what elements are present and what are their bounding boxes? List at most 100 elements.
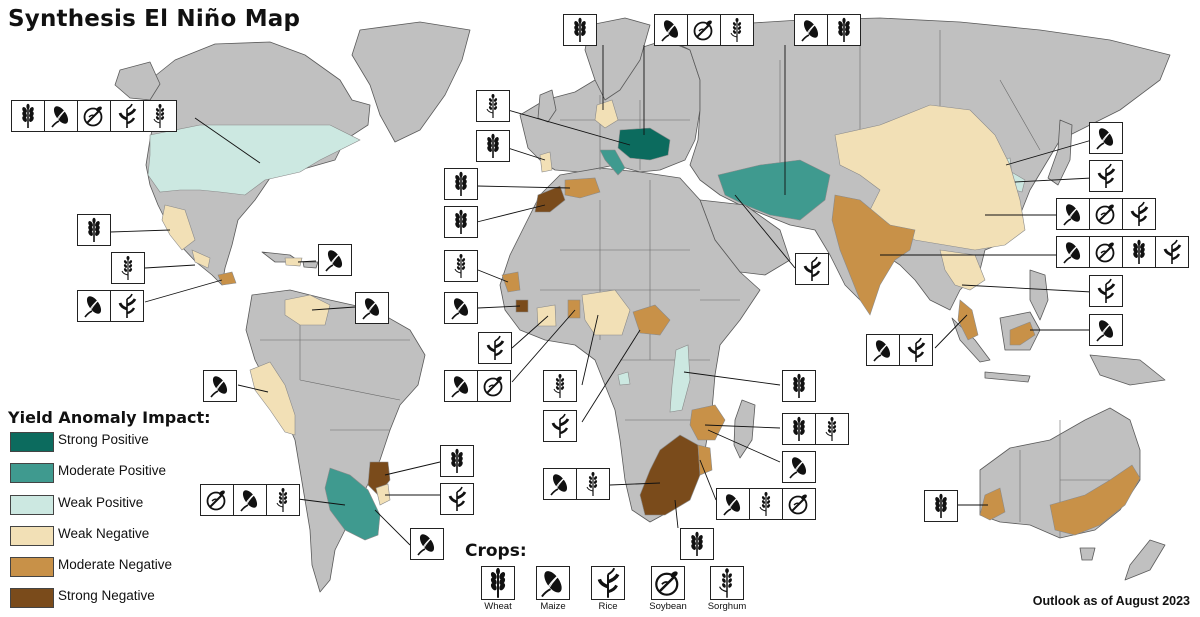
- maize-icon: [795, 15, 828, 45]
- sorghum-icon: [445, 251, 477, 281]
- region-scandinavia: [594, 99, 619, 129]
- legend-swatch: [10, 526, 54, 546]
- crop-box-lesotho: [680, 528, 714, 560]
- crop-box-china: [1056, 198, 1156, 230]
- crop-box-senegal: [444, 250, 478, 282]
- soybean-icon: [78, 101, 111, 131]
- maize-icon: [411, 529, 443, 559]
- region-central-europe: [617, 127, 671, 161]
- maize-icon: [356, 293, 388, 323]
- legend-title: Yield Anomaly Impact:: [8, 408, 211, 427]
- maize-icon: [655, 15, 688, 45]
- legend-label: Moderate Negative: [58, 557, 173, 572]
- maize-icon: [319, 245, 351, 275]
- maize-icon: [78, 291, 111, 321]
- crop-box-southeast-asia: [866, 334, 933, 366]
- wheat-icon: [445, 207, 477, 237]
- region-guinea: [515, 299, 529, 313]
- wheat-icon: [828, 15, 860, 45]
- legend-label: Strong Negative: [58, 588, 155, 603]
- region-uruguay: [375, 483, 391, 506]
- crop-key-label: Wheat: [484, 601, 512, 612]
- wheat-icon: [1123, 237, 1156, 267]
- crop-box-iran: [795, 253, 829, 285]
- rice-icon: [111, 291, 143, 321]
- map-title: Synthesis El Niño Map: [8, 6, 301, 32]
- crop-key-label: Sorghum: [707, 601, 747, 612]
- new-guinea-shape: [1089, 354, 1166, 386]
- crop-box-mozambique: [782, 413, 849, 445]
- soybean-icon: [1090, 199, 1123, 229]
- crop-box-east-africa: [782, 370, 816, 402]
- maize-icon: [1090, 315, 1122, 345]
- maize-icon: [234, 485, 267, 515]
- region-central-asia: [717, 159, 831, 221]
- soybean-icon: [651, 566, 685, 600]
- region-mexico-north: [161, 204, 196, 251]
- crop-box-south-africa: [543, 468, 610, 500]
- crop-box-united-states: [11, 100, 177, 132]
- scandinavia-shape: [584, 17, 651, 101]
- legend-swatch: [10, 463, 54, 483]
- region-mexico-south: [191, 249, 211, 269]
- maize-icon: [536, 566, 570, 600]
- soybean-icon: [783, 489, 815, 519]
- sorghum-icon: [477, 91, 509, 121]
- legend-swatch: [10, 588, 54, 608]
- soybean-icon: [688, 15, 721, 45]
- sorghum-icon: [112, 253, 144, 283]
- wheat-icon: [783, 414, 816, 444]
- legend-swatch: [10, 557, 54, 577]
- crop-box-italy: [476, 90, 510, 122]
- crop-box-malawi: [782, 451, 816, 483]
- crop-key-soybean: Soybean: [645, 566, 691, 612]
- wheat-icon: [477, 131, 509, 161]
- rice-icon: [441, 484, 473, 514]
- crop-box-caribbean: [318, 244, 352, 276]
- crop-box-guinea: [444, 292, 478, 324]
- region-india: [831, 194, 916, 316]
- maize-icon: [445, 371, 478, 401]
- region-australia-east: [1049, 464, 1141, 536]
- region-south-africa: [639, 434, 701, 516]
- soybean-icon: [478, 371, 510, 401]
- crop-box-spain: [476, 130, 510, 162]
- crop-box-philippines: [1089, 314, 1123, 346]
- wheat-icon: [441, 446, 473, 476]
- soybean-icon: [1090, 237, 1123, 267]
- wheat-icon: [925, 491, 957, 521]
- region-caribbean: [284, 257, 303, 267]
- outlook-note: Outlook as of August 2023: [1032, 594, 1190, 608]
- soybean-icon: [201, 485, 234, 515]
- rice-icon: [479, 333, 511, 363]
- sorghum-icon: [721, 15, 753, 45]
- sorghum-icon: [816, 414, 848, 444]
- crop-box-central-asia: [794, 14, 861, 46]
- region-italy: [599, 149, 626, 176]
- sorghum-icon: [750, 489, 783, 519]
- maize-icon: [204, 371, 236, 401]
- crop-box-japan: [1089, 160, 1123, 192]
- maize-icon: [544, 469, 577, 499]
- region-central-america: [217, 271, 237, 286]
- crop-box-central-africa: [543, 410, 577, 442]
- maize-icon: [717, 489, 750, 519]
- crop-box-scandinavia: [563, 14, 597, 46]
- region-venezuela: [284, 294, 331, 326]
- maize-icon: [867, 335, 900, 365]
- region-australia-west: [979, 487, 1006, 521]
- crops-title: Crops:: [465, 541, 527, 561]
- crop-box-algeria: [444, 168, 478, 200]
- crop-box-mexico-south: [111, 252, 145, 284]
- tasmania-shape: [1079, 547, 1096, 561]
- rice-icon: [1090, 276, 1122, 306]
- region-east-africa: [669, 344, 691, 413]
- region-peru: [249, 361, 296, 436]
- region-ghana: [536, 304, 557, 327]
- crop-key-wheat: Wheat: [475, 566, 521, 612]
- crop-key-maize: Maize: [530, 566, 576, 612]
- legend-label: Strong Positive: [58, 432, 149, 447]
- region-east-africa-small: [617, 371, 631, 386]
- maize-icon: [783, 452, 815, 482]
- crop-box-venezuela: [355, 292, 389, 324]
